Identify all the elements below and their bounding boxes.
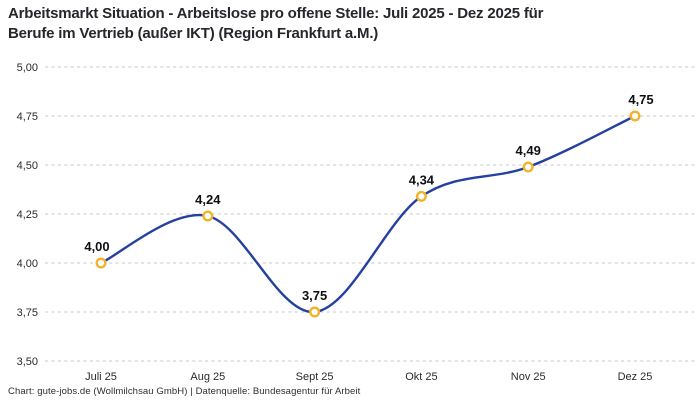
x-axis-tick-label: Aug 25 (190, 371, 225, 383)
data-point-label: 3,75 (302, 288, 327, 303)
data-point-label: 4,00 (84, 239, 109, 254)
y-axis-tick-label: 4,25 (17, 209, 38, 221)
y-axis-tick-label: 4,00 (17, 258, 38, 270)
x-axis-tick-label: Okt 25 (405, 371, 437, 383)
x-axis-tick-label: Nov 25 (511, 371, 546, 383)
data-point-marker (522, 161, 534, 173)
y-axis-tick-label: 3,75 (17, 307, 38, 319)
x-axis-tick-label: Sept 25 (296, 371, 334, 383)
chart-title-line-2: Berufe im Vertrieb (außer IKT) (Region F… (8, 24, 379, 42)
y-axis-tick-label: 3,50 (17, 356, 38, 368)
chart-credit: Chart: gute-jobs.de (Wollmilchsau GmbH) … (8, 386, 361, 397)
y-axis-tick-label: 5,00 (17, 62, 38, 74)
x-axis-tick-label: Dez 25 (618, 371, 653, 383)
data-point-marker (629, 110, 641, 122)
data-point-marker (415, 190, 427, 202)
y-axis-tick-label: 4,75 (17, 111, 38, 123)
data-point-label: 4,24 (195, 192, 221, 207)
data-point-label: 4,34 (409, 172, 435, 187)
data-point-label: 4,75 (628, 92, 653, 107)
data-point-marker (309, 306, 321, 318)
data-point-marker (95, 257, 107, 269)
data-point-marker (202, 210, 214, 222)
chart-title-line-1: Arbeitsmarkt Situation - Arbeitslose pro… (8, 5, 544, 22)
chart-title: Arbeitsmarkt Situation - Arbeitslose pro… (8, 4, 692, 43)
x-axis-tick-label: Juli 25 (85, 371, 117, 383)
y-axis-tick-label: 4,50 (17, 160, 38, 172)
data-point-label: 4,49 (516, 143, 541, 158)
